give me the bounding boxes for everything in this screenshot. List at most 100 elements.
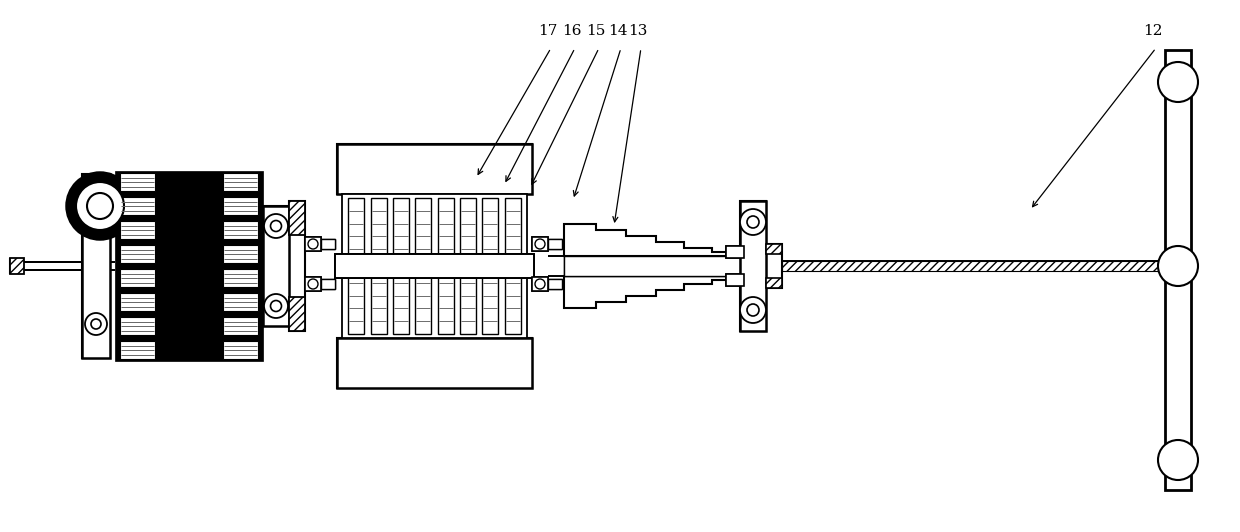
Bar [289, 201, 305, 235]
Bar [482, 270, 498, 334]
Text: 15: 15 [587, 24, 605, 38]
Text: 16: 16 [562, 24, 582, 38]
Bar [460, 270, 476, 334]
Bar [725, 274, 744, 286]
Bar [564, 256, 740, 276]
Bar [223, 245, 258, 263]
Bar [82, 174, 110, 358]
Bar [120, 173, 155, 191]
Circle shape [86, 197, 107, 219]
Bar [120, 293, 155, 311]
Bar [10, 258, 24, 274]
Bar [120, 245, 155, 263]
Bar [120, 341, 155, 359]
Circle shape [91, 319, 100, 329]
Bar [371, 198, 387, 262]
Bar [335, 254, 534, 278]
Circle shape [1158, 62, 1198, 102]
Circle shape [1158, 246, 1198, 286]
Bar [740, 201, 766, 331]
Bar [115, 171, 263, 361]
Text: 14: 14 [609, 24, 627, 38]
Polygon shape [564, 224, 740, 256]
Circle shape [308, 279, 317, 289]
Bar [725, 274, 744, 286]
Bar [337, 144, 532, 194]
Circle shape [67, 173, 133, 239]
Bar [548, 239, 562, 249]
Bar [482, 198, 498, 262]
Bar [82, 174, 110, 358]
Bar [740, 201, 766, 331]
Circle shape [534, 279, 546, 289]
Circle shape [740, 209, 766, 235]
Bar [766, 244, 782, 288]
Circle shape [264, 214, 288, 238]
Bar [223, 341, 258, 359]
Bar [725, 246, 744, 258]
Bar [532, 237, 548, 251]
Bar [415, 198, 432, 262]
Bar [782, 261, 1166, 271]
Bar [532, 277, 548, 291]
Bar [337, 338, 532, 388]
Circle shape [746, 304, 759, 316]
Circle shape [746, 216, 759, 228]
Bar [415, 270, 432, 334]
Bar [321, 279, 335, 289]
Bar [438, 270, 454, 334]
Bar [337, 144, 532, 194]
Bar [120, 269, 155, 287]
Circle shape [270, 220, 281, 231]
Bar [342, 266, 527, 338]
Circle shape [534, 239, 546, 249]
Bar [460, 198, 476, 262]
Bar [321, 239, 335, 249]
Bar [263, 206, 289, 326]
Bar [120, 317, 155, 335]
Bar [289, 297, 305, 331]
Bar [223, 197, 258, 215]
Circle shape [86, 313, 107, 335]
Circle shape [76, 182, 124, 230]
Bar [532, 237, 548, 251]
Bar [393, 198, 409, 262]
Circle shape [270, 301, 281, 312]
Bar [371, 270, 387, 334]
Text: 17: 17 [538, 24, 558, 38]
Circle shape [1158, 440, 1198, 480]
Text: 13: 13 [629, 24, 647, 38]
Bar [725, 246, 744, 258]
Bar [223, 173, 258, 191]
Bar [337, 338, 532, 388]
Bar [393, 270, 409, 334]
Bar [305, 277, 321, 291]
Bar [505, 270, 521, 334]
Bar [305, 277, 321, 291]
Bar [223, 269, 258, 287]
Bar [548, 279, 562, 289]
Circle shape [740, 297, 766, 323]
Polygon shape [564, 276, 740, 308]
Bar [766, 278, 782, 288]
Bar [289, 201, 305, 331]
Bar [548, 279, 562, 289]
Text: 12: 12 [1143, 24, 1163, 38]
Bar [766, 244, 782, 254]
Bar [348, 270, 365, 334]
Bar [263, 206, 289, 326]
Bar [564, 256, 740, 276]
Bar [321, 279, 335, 289]
Bar [348, 198, 365, 262]
Bar [335, 254, 534, 278]
Circle shape [264, 294, 288, 318]
Circle shape [87, 193, 113, 219]
Bar [120, 197, 155, 215]
Bar [532, 277, 548, 291]
Bar [305, 237, 321, 251]
Circle shape [91, 203, 100, 213]
Bar [342, 194, 527, 266]
Bar [223, 317, 258, 335]
Bar [548, 239, 562, 249]
Bar [321, 239, 335, 249]
